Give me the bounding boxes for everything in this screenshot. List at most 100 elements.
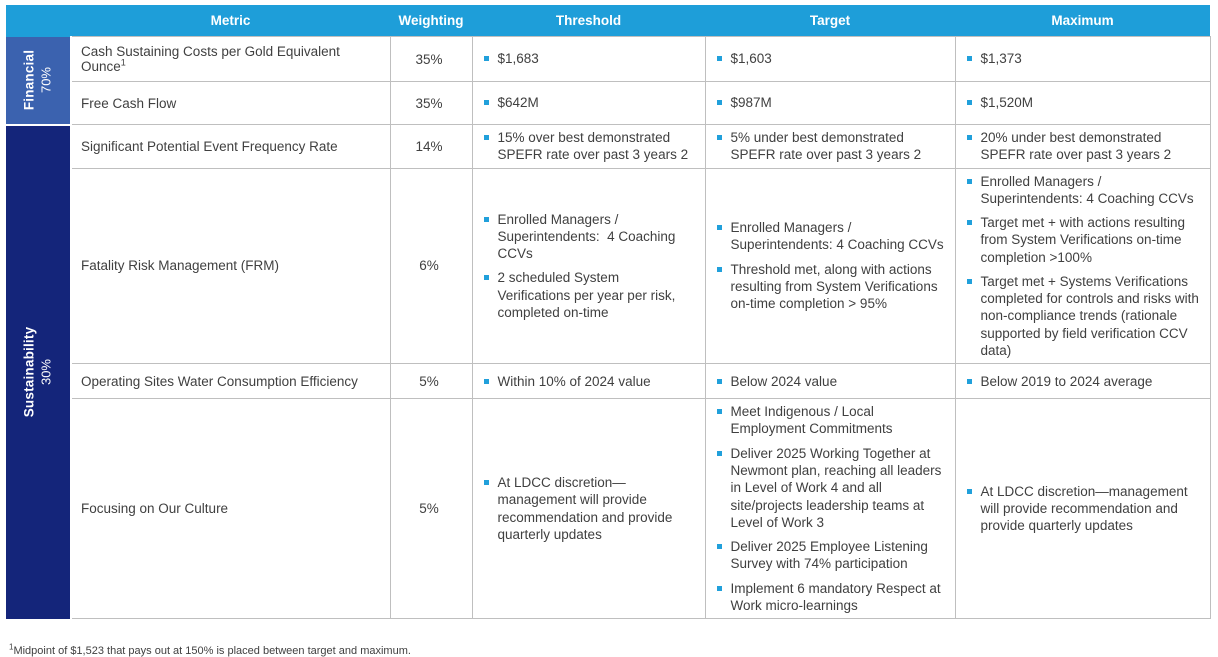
header-spacer — [6, 5, 71, 37]
list-item: Enrolled Managers / Superintendents: 4 C… — [483, 211, 695, 263]
bullet-icon — [966, 135, 972, 140]
bullet-icon — [966, 100, 972, 106]
column-header-weighting: Weighting — [390, 5, 472, 37]
maximum-cell: Below 2019 to 2024 average — [954, 363, 1211, 400]
list-item: Target met + Systems Verifications compl… — [966, 273, 1200, 359]
list-item: Deliver 2025 Employee Listening Survey w… — [716, 538, 945, 573]
weighting-cell: 5% — [389, 398, 473, 620]
maximum-cell: 20% under best demonstrated SPEFR rate o… — [954, 124, 1211, 169]
category-sustainability-label: Sustainability 30% — [21, 326, 54, 418]
bullet-icon — [483, 56, 489, 62]
table-row: Fatality Risk Management (FRM) 6% Enroll… — [6, 167, 1211, 365]
target-cell: Below 2024 value — [704, 363, 956, 400]
bullet-icon — [716, 378, 722, 384]
bullet-icon — [716, 409, 722, 415]
metric-cell: Significant Potential Event Frequency Ra… — [70, 124, 391, 169]
list-item: 2 scheduled System Verifications per yea… — [483, 269, 695, 321]
threshold-cell: $1,683 — [471, 36, 706, 82]
weighting-cell: 6% — [389, 167, 473, 365]
bullet-icon — [716, 225, 722, 231]
footnote-marker: 1 — [120, 57, 126, 68]
bullet-icon — [966, 56, 972, 62]
bullet-icon — [966, 178, 972, 184]
target-cell: $1,603 — [704, 36, 956, 82]
bullet-icon — [716, 266, 722, 272]
bullet-icon — [483, 378, 489, 384]
list-item: Enrolled Managers / Superintendents: 4 C… — [716, 219, 945, 254]
metric-cell: Focusing on Our Culture — [70, 398, 391, 620]
metrics-table: Metric Weighting Threshold Target Maximu… — [6, 5, 1211, 620]
bullet-icon — [483, 135, 489, 140]
list-item: Within 10% of 2024 value — [483, 373, 695, 390]
bullet-icon — [966, 378, 972, 384]
category-financial: Financial 70% — [6, 36, 72, 126]
metric-cell: Fatality Risk Management (FRM) — [70, 167, 391, 365]
table-row: Financial 70% Cash Sustaining Costs per … — [6, 36, 1211, 126]
target-cell: $987M — [704, 81, 956, 125]
bullet-icon — [966, 488, 972, 494]
column-header-maximum: Maximum — [955, 5, 1210, 37]
list-item: 15% over best demonstrated SPEFR rate ov… — [483, 129, 695, 164]
threshold-cell: 15% over best demonstrated SPEFR rate ov… — [471, 124, 706, 169]
list-item: At LDCC discretion—management will provi… — [966, 483, 1200, 535]
table-row: Focusing on Our Culture 5% At LDCC discr… — [6, 398, 1211, 620]
column-header-target: Target — [705, 5, 955, 37]
weighting-cell: 5% — [389, 363, 473, 400]
maximum-cell: $1,373 — [954, 36, 1211, 82]
bullet-icon — [716, 544, 722, 550]
maximum-cell: $1,520M — [954, 81, 1211, 125]
category-financial-label: Financial 70% — [21, 49, 54, 111]
bullet-icon — [716, 100, 722, 106]
list-item: $1,603 — [716, 50, 945, 67]
target-cell: 5% under best demonstrated SPEFR rate ov… — [704, 124, 956, 169]
list-item: 20% under best demonstrated SPEFR rate o… — [966, 129, 1200, 164]
bullet-icon — [483, 216, 489, 222]
weighting-cell: 35% — [389, 36, 473, 82]
bullet-icon — [483, 480, 489, 486]
metric-cell: Cash Sustaining Costs per Gold Equivalen… — [70, 36, 391, 82]
category-sustainability: Sustainability 30% — [6, 124, 72, 619]
column-header-metric: Metric — [71, 5, 390, 37]
list-item: Threshold met, along with actions result… — [716, 261, 945, 313]
target-cell: Enrolled Managers / Superintendents: 4 C… — [704, 167, 956, 365]
list-item: $987M — [716, 94, 945, 111]
list-item: Meet Indigenous / Local Employment Commi… — [716, 403, 945, 438]
list-item: $1,683 — [483, 50, 695, 67]
metric-cell: Operating Sites Water Consumption Effici… — [70, 363, 391, 400]
bullet-icon — [716, 585, 722, 591]
table-row: Free Cash Flow 35% $642M $987M $1,520M — [6, 81, 1211, 125]
weighting-cell: 35% — [389, 81, 473, 125]
footnote: 1Midpoint of $1,523 that pays out at 150… — [9, 643, 1218, 657]
list-item: Below 2024 value — [716, 373, 945, 390]
bullet-icon — [716, 135, 722, 140]
threshold-cell: Within 10% of 2024 value — [471, 363, 706, 400]
list-item: Deliver 2025 Working Together at Newmont… — [716, 445, 945, 531]
list-item: At LDCC discretion—management will provi… — [483, 474, 695, 543]
column-header-threshold: Threshold — [472, 5, 705, 37]
list-item: Implement 6 mandatory Respect at Work mi… — [716, 580, 945, 615]
threshold-cell: At LDCC discretion—management will provi… — [471, 398, 706, 620]
target-cell: Meet Indigenous / Local Employment Commi… — [704, 398, 956, 620]
bullet-icon — [716, 450, 722, 456]
list-item: 5% under best demonstrated SPEFR rate ov… — [716, 129, 945, 164]
list-item: $1,520M — [966, 94, 1200, 111]
table-row: Sustainability 30% Significant Potential… — [6, 124, 1211, 619]
list-item: Enrolled Managers / Superintendents: 4 C… — [966, 173, 1200, 208]
bullet-icon — [716, 56, 722, 62]
threshold-cell: Enrolled Managers / Superintendents: 4 C… — [471, 167, 706, 365]
bullet-icon — [966, 278, 972, 284]
bullet-icon — [483, 100, 489, 106]
table-row: Operating Sites Water Consumption Effici… — [6, 363, 1211, 400]
footnote-text: Midpoint of $1,523 that pays out at 150%… — [13, 645, 411, 657]
maximum-cell: Enrolled Managers / Superintendents: 4 C… — [954, 167, 1211, 365]
list-item: Target met + with actions resulting from… — [966, 214, 1200, 266]
maximum-cell: At LDCC discretion—management will provi… — [954, 398, 1211, 620]
bullet-icon — [966, 220, 972, 226]
list-item: $642M — [483, 94, 695, 111]
threshold-cell: $642M — [471, 81, 706, 125]
bullet-icon — [483, 275, 489, 281]
weighting-cell: 14% — [389, 124, 473, 169]
header-row: Metric Weighting Threshold Target Maximu… — [6, 5, 1210, 37]
list-item: Below 2019 to 2024 average — [966, 373, 1200, 390]
